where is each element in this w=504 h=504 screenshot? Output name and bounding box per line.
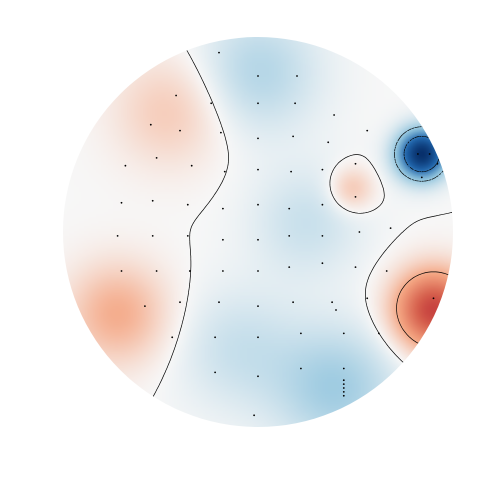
sensor-dot-8 [333,114,335,116]
sensor-dot-52 [218,301,220,304]
sensor-dot-41 [120,270,123,272]
sensor-dot-22 [321,168,324,171]
sensor-dot-26 [186,203,189,206]
sensor-dot-16 [124,164,127,167]
sensor-dot-12 [257,137,259,140]
sensor-dot-67 [253,414,256,417]
sensor-dot-24 [120,201,123,204]
sensor-dot-75 [436,162,439,165]
sensor-dot-43 [188,270,191,272]
sensor-dot-13 [292,135,294,138]
sensor-dot-74 [428,153,431,155]
sensor-dot-11 [220,131,222,134]
sensor-dot-37 [288,235,291,237]
sensor-dot-5 [210,102,213,105]
sensor-dot-58 [214,336,217,339]
sensor-dot-6 [257,102,259,105]
sensor-markers [116,51,439,417]
sensor-dot-53 [257,305,259,307]
sensor-dot-18 [190,164,193,167]
sensor-dot-56 [366,297,369,300]
sensor-dot-59 [257,336,259,339]
sensor-dot-57 [171,336,174,339]
sensor-dot-9 [149,123,152,126]
sensor-dot-48 [354,266,357,268]
sensor-dot-20 [257,168,259,171]
sensor-dot-23 [354,162,357,165]
sensor-dot-15 [366,129,369,132]
sensor-dot-70 [342,387,345,389]
sensor-dot-27 [222,207,224,210]
sensor-dot-29 [288,207,291,210]
sensor-dot-34 [186,235,189,237]
sensor-dot-50 [144,305,146,307]
sensor-dot-38 [321,235,324,237]
sensor-dot-60 [300,332,302,335]
sensor-dot-65 [300,367,302,370]
sensor-dot-28 [257,203,259,206]
sensor-dot-7 [294,102,296,105]
sensor-dot-76 [420,176,423,179]
sensor-dot-45 [257,270,259,272]
contour-line-1 [403,135,440,173]
sensor-dot-63 [214,371,217,374]
sensor-dot-51 [179,301,181,304]
sensor-dot-55 [331,301,333,304]
sensor-dot-3 [296,75,298,77]
sensor-dot-73 [417,153,419,155]
sensor-dot-2 [257,75,259,77]
heatmap-image [63,37,453,427]
sensor-dot-72 [342,394,345,397]
sensor-dot-32 [116,235,119,237]
sensor-dot-30 [321,203,324,206]
sensor-dot-40 [389,227,392,230]
sensor-dot-42 [155,270,158,272]
sensor-dot-17 [155,157,158,159]
sensor-dot-19 [223,170,226,173]
sensor-dot-33 [151,235,154,237]
sensor-dot-62 [378,332,380,335]
sensor-dot-78 [335,309,337,311]
sensor-dot-14 [327,141,330,144]
sensor-dot-21 [290,170,292,173]
sensor-dot-77 [432,297,435,300]
sensor-dot-47 [321,262,324,265]
sensor-dot-4 [175,94,178,97]
sensor-dot-31 [354,196,357,198]
sensor-dot-46 [288,266,291,268]
sensor-dot-10 [179,129,181,132]
sensor-dot-36 [257,238,259,241]
sensor-dot-64 [257,375,259,378]
sensor-dot-44 [222,270,224,272]
sensor-dot-68 [342,379,345,382]
sensor-dot-1 [218,51,220,54]
sensor-dot-39 [358,231,361,233]
sensor-dot-49 [385,270,388,272]
sensor-dot-66 [342,367,345,370]
sensor-dot-54 [292,301,294,304]
field-layer [63,37,453,427]
sensor-dot-71 [342,391,345,393]
sensor-dot-35 [222,238,224,241]
sensor-dot-69 [342,383,345,385]
sensor-dot-25 [151,199,154,202]
sensor-dot-61 [342,332,345,335]
